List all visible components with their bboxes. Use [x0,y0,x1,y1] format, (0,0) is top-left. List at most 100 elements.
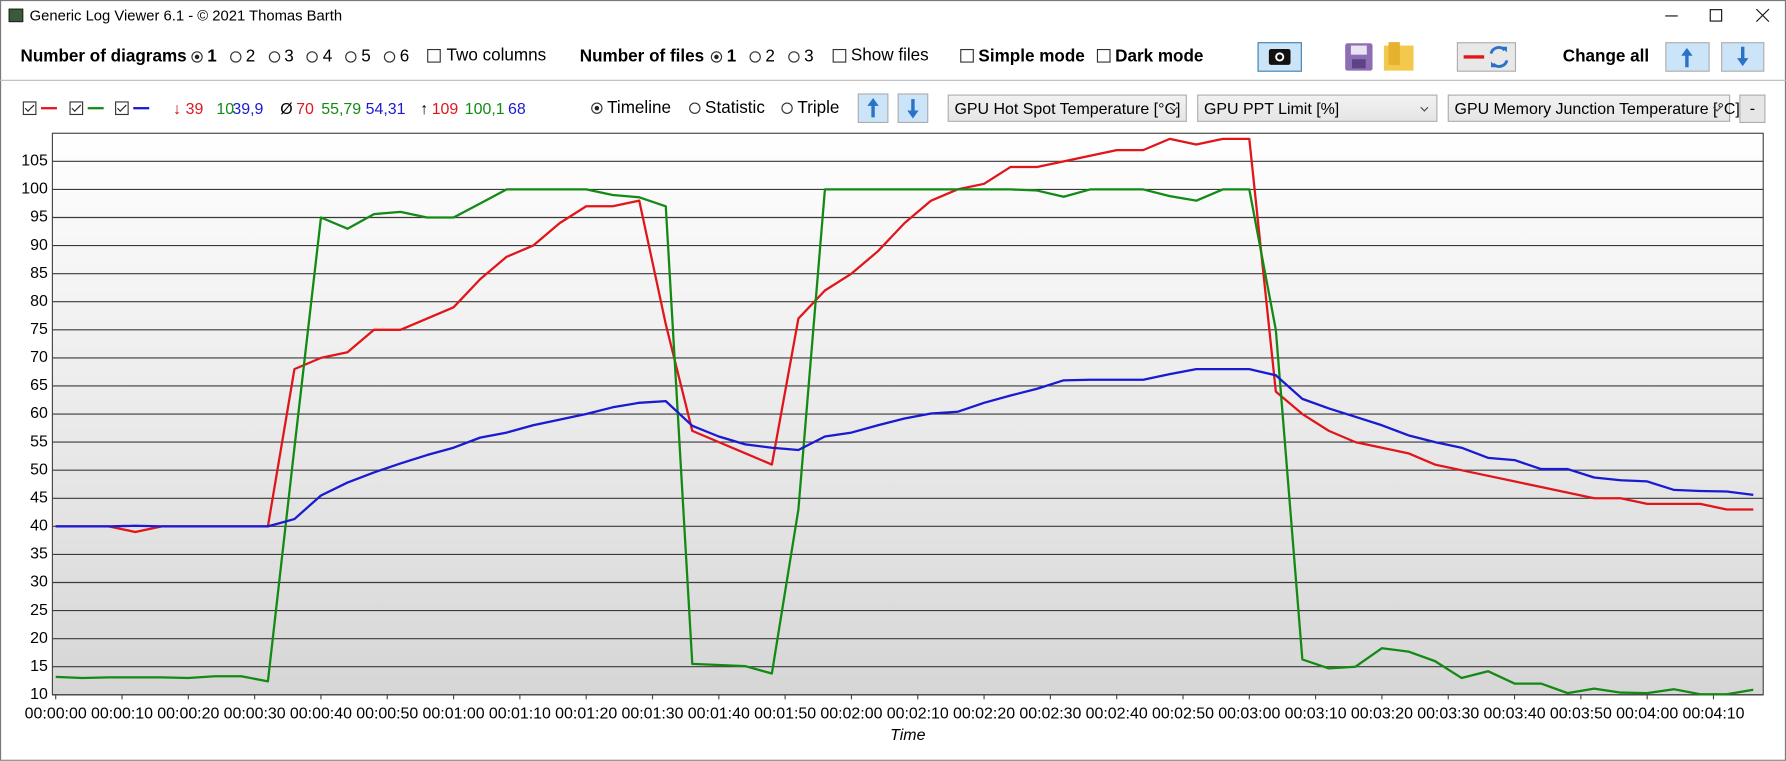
y-tick-label: 20 [30,630,48,647]
y-tick-label: 65 [30,377,48,394]
diagram-option[interactable]: 4 [322,46,333,67]
close-button[interactable] [1755,8,1770,23]
two-columns-label[interactable]: Two columns [446,45,547,65]
x-tick-label: 00:03:10 [1285,705,1347,722]
y-tick-label: 90 [30,237,48,254]
simple-mode-label[interactable]: Simple mode [978,46,1085,67]
radio[interactable] [268,51,280,63]
radio[interactable] [229,51,242,63]
dark-mode-label[interactable]: Dark mode [1115,46,1204,67]
series-checkbox[interactable] [115,101,129,116]
avg-value: 70 [296,99,314,118]
checkbox[interactable] [1096,48,1111,63]
radio[interactable] [781,102,793,114]
move-up-all-button[interactable] [1665,42,1710,72]
y-tick-label: 70 [30,349,48,366]
max-value: 109 [431,99,459,118]
x-axis-label: Time [890,727,925,744]
diagram-option[interactable]: 5 [361,46,371,67]
radio[interactable] [383,51,396,63]
file-option[interactable]: 1 [726,46,737,67]
y-tick-label: 50 [30,461,48,478]
x-tick-label: 00:00:10 [91,705,153,722]
window-title: Generic Log Viewer 6.1 - © 2021 Thomas B… [29,6,343,24]
series-dropdown[interactable]: GPU Hot Spot Temperature [°C] [947,94,1187,122]
y-tick-label: 45 [30,489,48,506]
radio[interactable] [191,51,203,63]
file-option[interactable]: 2 [765,46,775,67]
change-all-label: Change all [1562,46,1650,67]
move-down-button[interactable] [897,93,929,124]
radio[interactable] [749,51,761,63]
y-tick-label: 60 [30,405,48,422]
y-tick-label: 80 [30,293,48,310]
diagram-option[interactable]: 3 [284,46,294,67]
x-tick-label: 00:02:50 [1152,705,1214,722]
radio[interactable] [591,102,603,114]
y-tick-label: 30 [30,574,48,591]
series-checkbox[interactable] [68,101,83,116]
screenshot-button[interactable] [1257,42,1302,72]
files-label: Number of files [579,46,705,67]
y-tick-label: 95 [30,209,48,226]
show-files-label[interactable]: Show files [850,45,929,65]
view-option[interactable]: Triple [797,97,840,118]
x-tick-label: 00:02:30 [1019,705,1081,722]
radio[interactable] [306,51,319,63]
view-option[interactable]: Timeline [607,97,672,118]
max-value: 100,1 [464,99,505,118]
x-tick-label: 00:03:20 [1351,705,1413,722]
series-dropdown[interactable]: GPU PPT Limit [%] [1197,94,1438,122]
app-icon [8,8,24,23]
x-tick-label: 00:04:10 [1682,705,1744,722]
y-tick-label: 55 [30,433,48,450]
diagram-option[interactable]: 1 [207,46,217,67]
save-button[interactable] [1345,43,1373,71]
series-line [55,367,1754,528]
checkbox[interactable] [960,48,974,63]
series-line [55,137,1754,534]
series-swatch [87,107,104,110]
x-tick-label: 00:02:20 [953,705,1015,722]
x-tick-label: 00:00:40 [290,705,352,722]
checkbox[interactable] [427,48,441,63]
swap-color-button[interactable] [1456,42,1517,72]
max-symbol: ↑ [420,99,429,118]
diagrams-label: Number of diagrams [20,46,187,67]
series-line [55,188,1754,696]
move-up-button[interactable] [857,93,889,124]
x-tick-label: 00:02:10 [887,705,949,722]
x-tick-label: 00:01:50 [754,705,816,722]
x-tick-label: 00:00:00 [25,705,87,722]
series-dropdown[interactable]: GPU Memory Junction Temperature [°C] [1447,94,1740,122]
min-value: 39,9 [232,99,264,118]
y-tick-label: 75 [30,321,48,338]
x-tick-label: 00:01:10 [489,705,551,722]
max-value: 68 [508,99,526,118]
series-checkbox[interactable] [22,101,37,116]
remove-label[interactable]: - [1750,101,1755,118]
diagram-option[interactable]: 6 [399,46,410,67]
maximize-button[interactable] [1709,9,1723,22]
y-tick-label: 100 [21,181,48,198]
move-down-all-button[interactable] [1721,42,1765,72]
x-tick-label: 00:03:50 [1550,705,1612,722]
checkbox[interactable] [832,48,847,63]
remove-button[interactable] [1739,94,1766,124]
radio[interactable] [345,51,357,63]
avg-value: 55,79 [321,99,362,118]
x-tick-label: 00:03:40 [1484,705,1546,722]
file-option[interactable]: 3 [804,46,814,67]
avg-symbol: Ø [280,99,293,118]
series-swatch [133,107,150,110]
radio[interactable] [689,102,701,114]
open-button[interactable] [1383,42,1414,71]
view-option[interactable]: Statistic [705,97,765,118]
radio[interactable] [710,51,723,63]
diagram-option[interactable]: 2 [245,46,256,67]
radio[interactable] [788,51,800,63]
x-tick-label: 00:03:00 [1218,705,1280,722]
